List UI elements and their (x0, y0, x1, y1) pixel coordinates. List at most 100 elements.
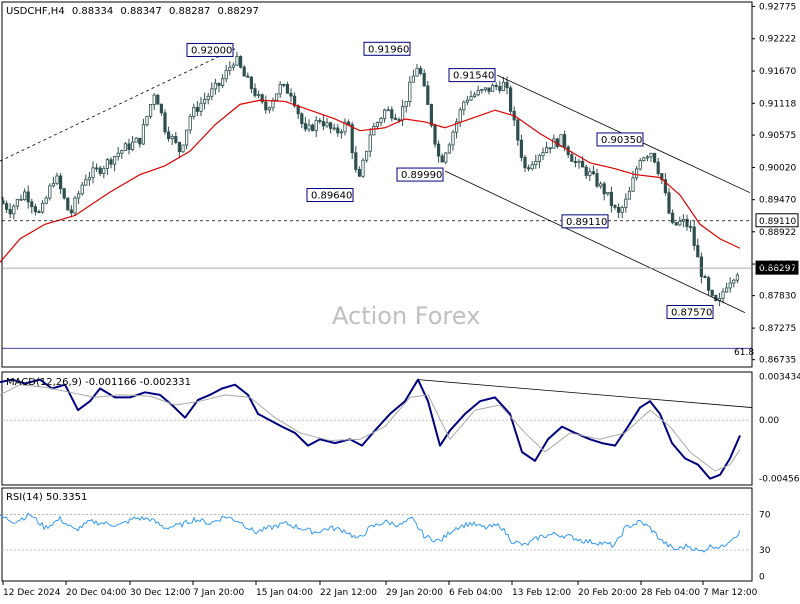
candle (62, 187, 66, 200)
candle (253, 83, 257, 98)
candle (192, 103, 196, 120)
candle (19, 194, 23, 201)
candle (530, 160, 534, 171)
candle (411, 69, 416, 83)
x-tick-label: 20 Dec 04:00 (66, 588, 127, 598)
candle (382, 108, 387, 123)
candle (386, 106, 390, 112)
candle (343, 118, 347, 136)
candle (310, 123, 315, 132)
candle (138, 137, 142, 148)
level-tag-text: 0.88297 (759, 264, 796, 274)
candle (703, 274, 707, 279)
candle (418, 65, 423, 76)
candle (318, 117, 322, 124)
candle (163, 109, 167, 135)
candle (220, 74, 225, 89)
candle (174, 131, 178, 145)
candle (393, 113, 398, 121)
candle (462, 100, 466, 116)
candle (602, 181, 606, 201)
candle (638, 158, 642, 171)
y-tick-label: 0.90575 (759, 131, 796, 141)
candle (469, 90, 473, 101)
y-tick-label: 0.91118 (759, 99, 796, 109)
candle (588, 167, 592, 181)
candle (336, 124, 340, 137)
level-tag: 0.89110 (755, 213, 799, 228)
candle (246, 72, 250, 78)
x-tick-label: 20 Feb 20:00 (578, 588, 637, 598)
candle (548, 147, 552, 154)
candle (210, 82, 214, 101)
candle (490, 83, 495, 92)
close-value: 0.88297 (218, 6, 259, 17)
level-tag-text: 0.89110 (759, 217, 796, 227)
x-tick-label: 30 Dec 12:00 (130, 588, 191, 598)
candle (667, 188, 671, 215)
candle (166, 126, 171, 142)
candle (725, 282, 729, 293)
candle (274, 93, 279, 101)
candle (325, 117, 329, 128)
y-tick-label: 0.87830 (759, 292, 796, 302)
candle (508, 85, 513, 115)
trendline (444, 170, 746, 313)
candle (390, 106, 394, 122)
candle (721, 288, 725, 304)
candle (231, 62, 235, 71)
candle (534, 154, 538, 169)
y-tick-label: 0.88922 (759, 228, 796, 238)
candle (472, 91, 477, 99)
candle (440, 153, 444, 163)
candle (307, 119, 311, 133)
x-tick-label: 7 Mar 12:00 (703, 588, 758, 598)
price-annotation: 0.91540 (448, 68, 496, 83)
x-tick-label: 29 Jan 20:00 (386, 588, 443, 598)
candle (573, 156, 578, 168)
candle (1, 196, 5, 205)
candle (663, 173, 668, 196)
candle (264, 95, 268, 114)
candle (368, 128, 372, 157)
candle (595, 168, 599, 189)
candle (537, 154, 542, 169)
rsi-line (0, 512, 741, 553)
candle (314, 116, 318, 138)
candle (541, 147, 545, 161)
candle (48, 183, 52, 201)
candle (361, 157, 365, 179)
candle (519, 134, 524, 162)
candle (523, 155, 527, 173)
candle (260, 93, 264, 105)
candle (476, 85, 480, 97)
candle (130, 135, 135, 152)
candle (624, 193, 628, 213)
candle (494, 82, 498, 91)
candle (379, 116, 383, 127)
rsi-y-tick-label: 30 (759, 546, 771, 556)
candle (735, 272, 740, 284)
annotation-text: 0.89990 (401, 170, 442, 181)
candle (714, 294, 718, 302)
candle (105, 157, 109, 176)
price-annotation: 0.87570 (666, 305, 714, 320)
candle (653, 152, 657, 164)
candle (426, 80, 430, 105)
candle (69, 205, 73, 218)
candle (483, 87, 488, 93)
candle (51, 176, 56, 188)
candle (545, 141, 549, 154)
candle (249, 76, 253, 94)
candle (591, 165, 596, 176)
candle (480, 88, 484, 94)
candle (303, 116, 308, 132)
candle (422, 69, 426, 87)
annotation-text: 0.91960 (368, 44, 409, 55)
candle (599, 181, 603, 189)
low-value: 0.88287 (169, 6, 210, 17)
price-annotation: 0.92000 (186, 42, 234, 57)
candle (181, 144, 185, 154)
candle (364, 150, 369, 163)
candle (170, 134, 174, 146)
